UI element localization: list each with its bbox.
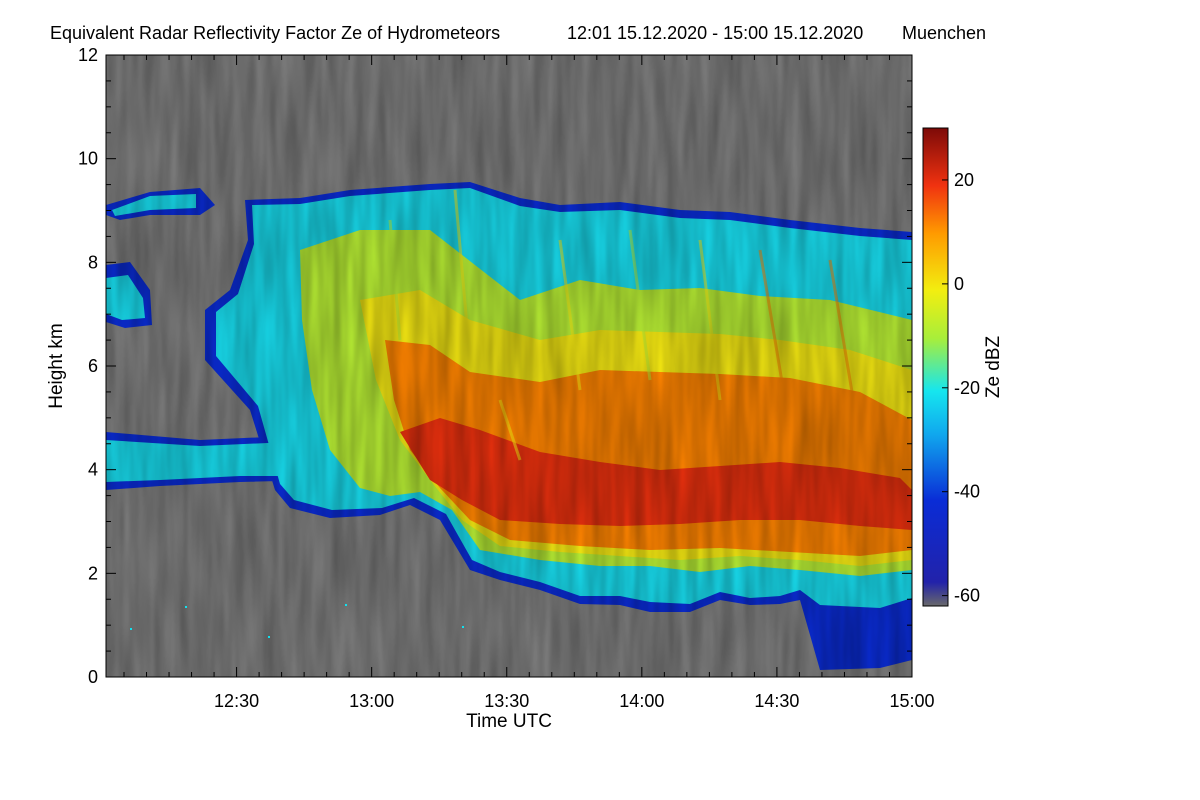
plot-area — [106, 55, 912, 677]
colorbar-tick-label: -20 — [954, 378, 980, 398]
chart-period: 12:01 15.12.2020 - 15:00 15.12.2020 — [567, 23, 863, 43]
colorbar-tick-label: 0 — [954, 274, 964, 294]
x-tick-label: 12:30 — [214, 691, 259, 711]
y-tick-label: 8 — [88, 252, 98, 272]
x-tick-label: 15:00 — [889, 691, 934, 711]
y-tick-label: 2 — [88, 563, 98, 583]
y-tick-label: 10 — [78, 149, 98, 169]
x-tick-label: 14:30 — [754, 691, 799, 711]
colorbar-gradient — [922, 127, 949, 607]
colorbar-tick-label: 20 — [954, 170, 974, 190]
colorbar-tick-label: -60 — [954, 586, 980, 606]
colorbar-ticks: -60 -40 -20 0 20 — [942, 170, 980, 606]
y-tick-label: 4 — [88, 460, 98, 480]
texture-overlay — [106, 55, 912, 677]
colorbar-label: Ze dBZ — [983, 335, 1004, 398]
chart-location: Muenchen — [902, 23, 986, 43]
colorbar: -60 -40 -20 0 20 Ze dBZ — [922, 127, 1004, 607]
x-axis-label: Time UTC — [466, 711, 552, 732]
x-axis: 12:30 13:00 13:30 14:00 14:30 15:00 — [123, 55, 935, 711]
y-axis: 0 2 4 6 8 10 12 — [78, 45, 912, 687]
x-tick-label: 13:00 — [349, 691, 394, 711]
surface-clutter — [130, 604, 464, 638]
y-axis-label: Height km — [46, 323, 67, 409]
chart-title: Equivalent Radar Reflectivity Factor Ze … — [50, 23, 500, 43]
y-tick-label: 0 — [88, 667, 98, 687]
x-tick-label: 14:00 — [619, 691, 664, 711]
y-tick-label: 6 — [88, 356, 98, 376]
colorbar-tick-label: -40 — [954, 482, 980, 502]
x-tick-label: 13:30 — [484, 691, 529, 711]
y-tick-label: 12 — [78, 45, 98, 65]
